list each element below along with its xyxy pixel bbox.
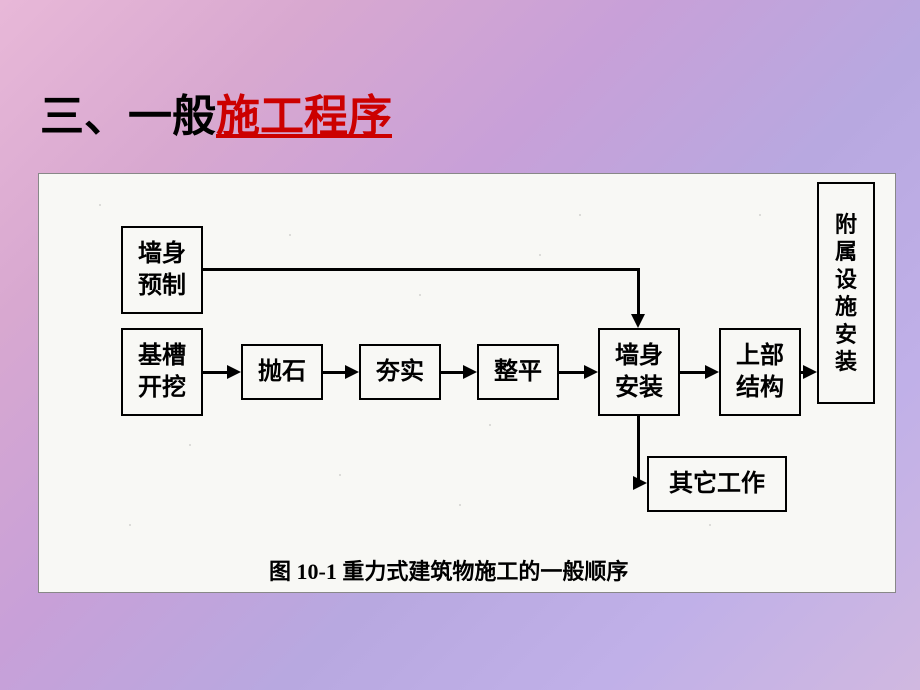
node-foundation-excavation: 基槽 开挖	[121, 328, 203, 416]
heading-prefix: 三、一般	[40, 92, 216, 141]
flowchart-figure: 墙身 预制 基槽 开挖 抛石 夯实 整平 墙身 安装 上部 结构 附 属 设 施…	[38, 173, 896, 593]
heading-link: 施工程序	[216, 92, 392, 141]
edge-n1-n6-v	[637, 268, 640, 316]
edge-n5-n6-head	[584, 365, 598, 379]
figure-caption: 图 10-1 重力式建筑物施工的一般顺序	[269, 554, 628, 586]
node-accessory-install: 附 属 设 施 安 装	[817, 182, 875, 404]
edge-n2-n3-head	[227, 365, 241, 379]
edge-n2-n3	[203, 371, 229, 374]
edge-n4-n5-head	[463, 365, 477, 379]
edge-n1-n6-h	[203, 268, 639, 271]
node-wall-prefab: 墙身 预制	[121, 226, 203, 314]
edge-n1-n6-head	[631, 314, 645, 328]
edge-n7-n8-head	[803, 365, 817, 379]
edge-n5-n6	[559, 371, 586, 374]
node-tamping: 夯实	[359, 344, 441, 400]
section-heading: 三、一般施工程序	[40, 80, 392, 144]
node-riprap: 抛石	[241, 344, 323, 400]
edge-n6-n7	[680, 371, 707, 374]
edge-n4-n5	[441, 371, 465, 374]
node-other-work: 其它工作	[647, 456, 787, 512]
node-upper-structure: 上部 结构	[719, 328, 801, 416]
edge-n3-n4-head	[345, 365, 359, 379]
node-leveling: 整平	[477, 344, 559, 400]
edge-n6-n9-v	[637, 416, 640, 484]
node-wall-install: 墙身 安装	[598, 328, 680, 416]
edge-n6-n9-head	[633, 476, 647, 490]
edge-n6-n7-head	[705, 365, 719, 379]
edge-n3-n4	[323, 371, 347, 374]
flowchart-canvas: 墙身 预制 基槽 开挖 抛石 夯实 整平 墙身 安装 上部 结构 附 属 设 施…	[39, 174, 895, 592]
